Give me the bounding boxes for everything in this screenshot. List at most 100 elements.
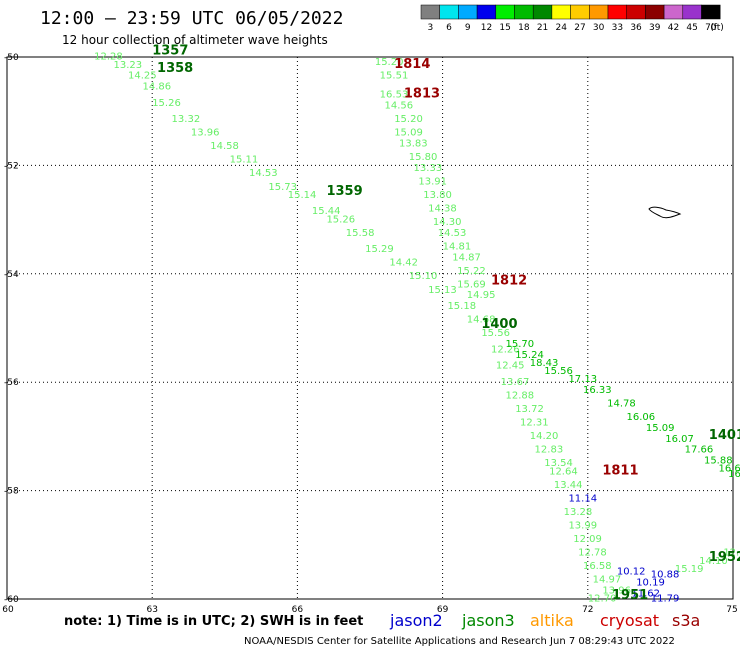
wave-height-label: 13.23 xyxy=(113,60,142,71)
lat-tick-label: -52 xyxy=(4,161,19,171)
wave-height-label: 15.29 xyxy=(365,244,394,255)
wave-height-label: 16.66 xyxy=(718,464,740,475)
wave-height-label: 14.10 xyxy=(699,556,728,567)
map-plot-area: 60 63 66 69 72 75-50-52-54-56-58-60 12.2813.2… xyxy=(2,43,740,615)
wave-height-label: 17.13 xyxy=(568,374,597,385)
legend-swatch xyxy=(551,4,571,20)
wave-height-label: 15.19 xyxy=(675,564,704,575)
wave-height-label: 13.67 xyxy=(501,377,530,388)
wave-height-label: 15.14 xyxy=(288,190,317,201)
legend-swatch xyxy=(589,4,609,20)
wave-height-label: 12.45 xyxy=(496,361,525,372)
wave-height-label: 15.88 xyxy=(704,456,733,467)
legend-bin-label: 39 xyxy=(649,23,661,33)
wave-height-label: 16.07 xyxy=(665,434,694,445)
legend-bin-label: 36 xyxy=(630,23,642,33)
legend-swatch xyxy=(663,4,684,20)
wave-height-label: 12.88 xyxy=(506,390,535,401)
legend-bin-label: 21 xyxy=(537,23,548,33)
wave-height-label: 13.28 xyxy=(564,507,593,518)
legend-swatch xyxy=(458,4,478,20)
wave-height-label: 13.96 xyxy=(191,128,220,139)
wave-height-label: 14.86 xyxy=(143,82,172,93)
legend-bin-label: 9 xyxy=(465,23,471,33)
wave-height-label: 13.54 xyxy=(544,458,573,469)
wave-height-label: 18.43 xyxy=(530,358,559,369)
wave-height-label: 15.26 xyxy=(326,214,355,225)
wave-height-label: 15.56 xyxy=(544,366,573,377)
wave-height-label: 15.80 xyxy=(409,152,438,163)
wave-height-label: 15.11 xyxy=(230,155,259,166)
wave-height-label: 13.80 xyxy=(423,190,452,201)
wave-height-label: 11.14 xyxy=(568,493,597,504)
legend-swatch xyxy=(514,4,534,20)
wave-height-label: 13.83 xyxy=(399,138,428,149)
satellite-legend: jason2 jason3 altika cryosat s3a xyxy=(389,611,700,630)
lat-tick-label: -54 xyxy=(4,270,19,280)
graticule xyxy=(7,57,733,599)
legend-unit: (ft) xyxy=(710,23,724,33)
wave-height-label: 15.20 xyxy=(375,57,404,68)
legend-bin-label: 27 xyxy=(574,23,585,33)
legend-bin-label: 30 xyxy=(593,23,605,33)
wave-height-label: 15.18 xyxy=(447,301,476,312)
satellite-legend-item: altika xyxy=(530,611,574,630)
wave-height-label: 10.12 xyxy=(617,567,646,578)
wave-height-label: 15.44 xyxy=(312,206,341,217)
lon-tick-label: 75 xyxy=(726,605,737,615)
color-legend: 3 6 9 12 15 18 21 24 27 30 33 36 39 42 45 70(ft) xyxy=(420,4,724,33)
wave-height-label: 12.28 xyxy=(94,52,123,63)
legend-swatch xyxy=(420,4,440,20)
wave-height-label: 14.38 xyxy=(428,203,457,214)
map-frame xyxy=(6,56,734,600)
wave-height-label: 12.78 xyxy=(578,548,607,559)
legend-bin-label: 15 xyxy=(499,23,510,33)
wave-height-label: 15.22 xyxy=(457,266,486,277)
legend-bin-label: 42 xyxy=(668,23,679,33)
wave-height-label: 16.06 xyxy=(627,412,656,423)
map-subtitle: 12 hour collection of altimeter wave hei… xyxy=(62,33,328,47)
wave-height-label: 13.44 xyxy=(554,480,583,491)
wave-height-label: 15.24 xyxy=(515,350,544,361)
track-cryosat-b: 13.67 12.88 13.72 12.31 14.20 12.83 13.5412.64… xyxy=(501,377,631,605)
legend-swatch xyxy=(439,4,459,20)
wave-height-label: 16.58 xyxy=(583,561,612,572)
wave-height-label: 16.53 xyxy=(380,90,409,101)
wave-height-label: 15.58 xyxy=(346,228,375,239)
wave-height-label: 17.66 xyxy=(685,445,714,456)
legend-swatch xyxy=(532,4,553,20)
wave-height-label: 15.20 xyxy=(394,114,423,125)
lat-tick-label: -58 xyxy=(4,487,19,497)
pass-time-label: 1359 xyxy=(326,184,362,199)
wave-height-label: 14.68 xyxy=(467,315,496,326)
legend-bin-label: 70 xyxy=(705,23,717,33)
wave-height-label: 15.70 xyxy=(506,339,535,350)
wave-height-label: 12.09 xyxy=(573,534,602,545)
legend-swatch xyxy=(682,4,702,20)
wave-height-label: 14.58 xyxy=(210,141,239,152)
wave-height-label: 13.91 xyxy=(418,176,447,187)
wave-height-label: 14.25 xyxy=(128,71,157,82)
wave-height-label: 15.51 xyxy=(380,71,409,82)
legend-bin-label: 24 xyxy=(556,23,568,33)
legend-bin-label: 33 xyxy=(612,23,623,33)
lon-tick-label: 60 xyxy=(2,605,14,615)
wave-height-label: 15.69 xyxy=(457,279,486,290)
legend-bin-label: 6 xyxy=(446,23,452,33)
lon-tick-label: 69 xyxy=(437,605,449,615)
wave-height-label: 15.09 xyxy=(646,423,675,434)
satellite-legend-item: jason3 xyxy=(461,611,515,630)
legend-swatch xyxy=(701,4,721,20)
legend-bin-label: 45 xyxy=(686,23,697,33)
wave-height-label: 11.62 xyxy=(631,588,660,599)
wave-height-label: 14.81 xyxy=(443,241,472,252)
legend-swatch xyxy=(495,4,515,20)
wave-height-label: 16.33 xyxy=(583,385,612,396)
legend-swatch xyxy=(570,4,590,20)
pass-time-label: 1812 xyxy=(491,274,527,289)
